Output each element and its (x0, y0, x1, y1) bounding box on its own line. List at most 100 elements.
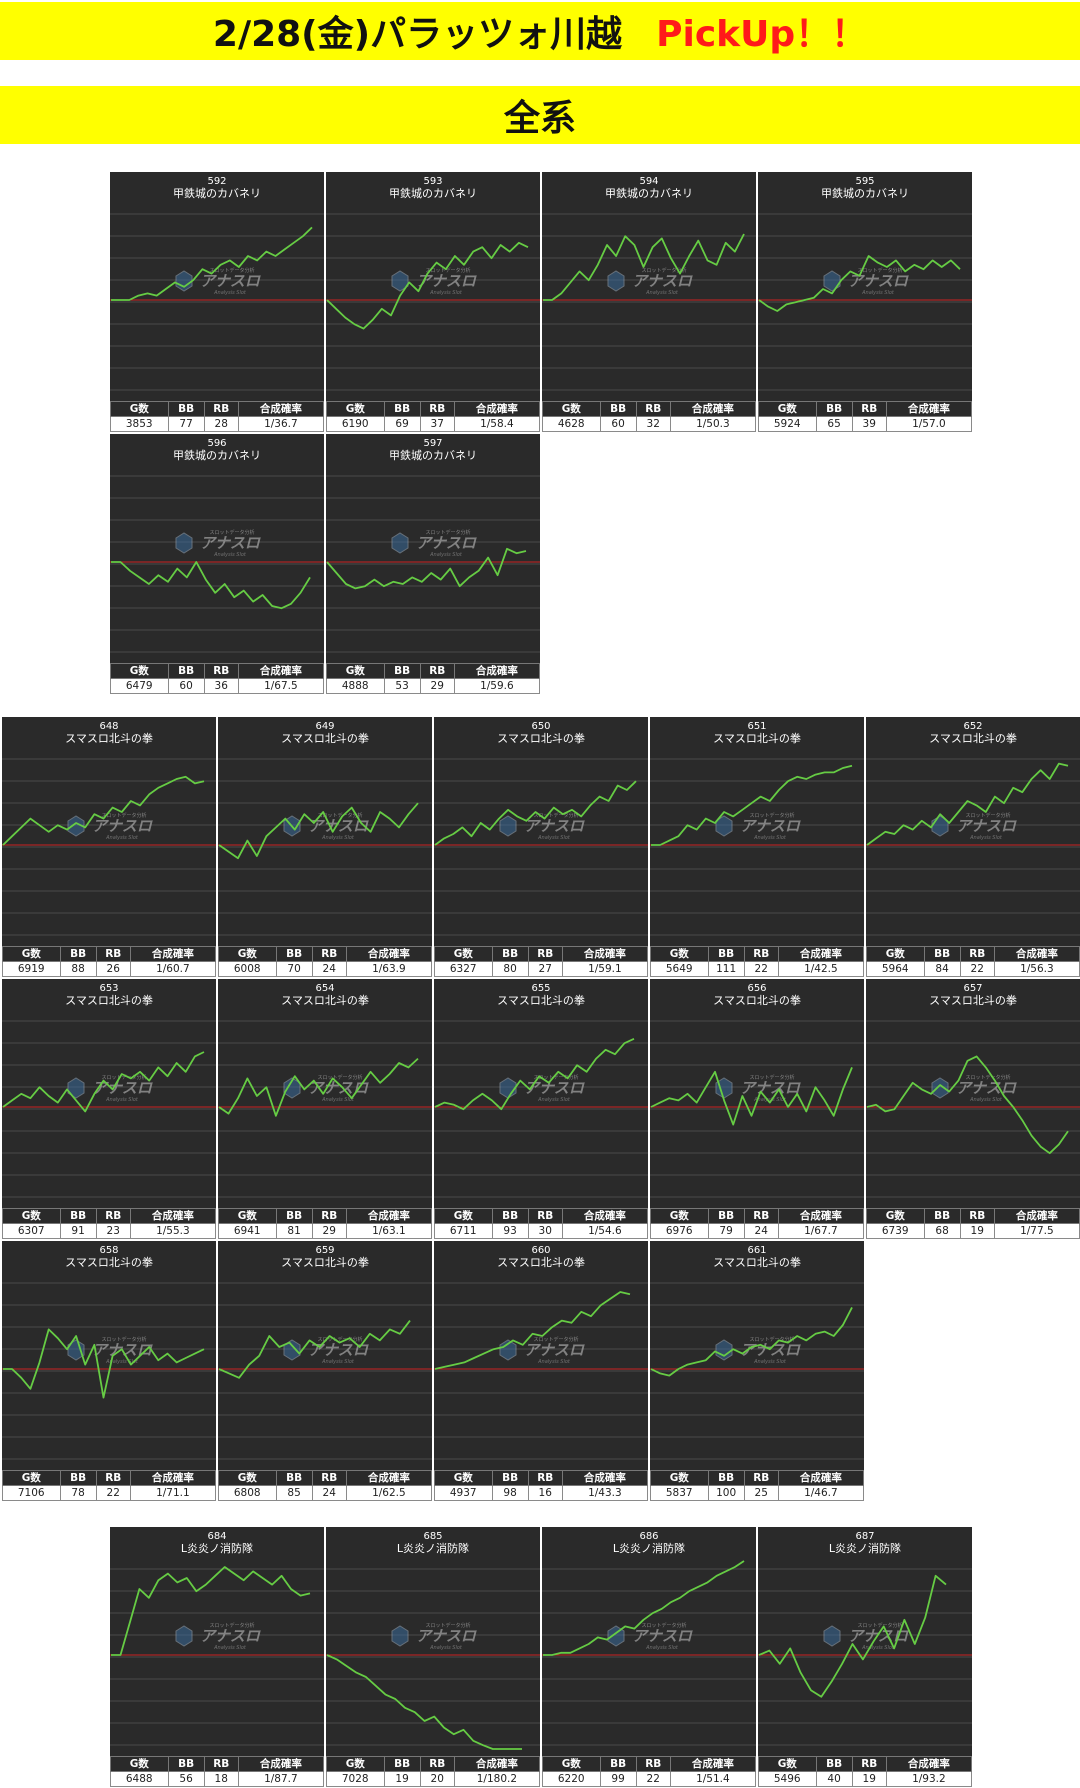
stats-value: 23 (95, 1223, 131, 1239)
stats-value: 5649 (650, 961, 709, 977)
machine-panel: 661 スマスロ北斗の拳 スロットデータ分析 アナスロ Analysis Slot G数 B… (650, 1241, 865, 1501)
series-line (218, 802, 419, 860)
stats-header: BB (383, 663, 421, 679)
chart-background (2, 717, 216, 946)
logo-text: アナスロ (308, 1341, 369, 1359)
stats-header: 合成確率 (885, 1756, 973, 1772)
stats-header: BB (491, 1470, 529, 1486)
stats-header: BB (491, 946, 529, 962)
stats-header: 合成確率 (669, 401, 757, 417)
stats-header: G数 (110, 1756, 169, 1772)
stats-table: G数 BB RB 合成確率 7028 19 20 1/180.2 (326, 1756, 541, 1787)
machine-panel: 654 スマスロ北斗の拳 スロットデータ分析 アナスロ Analysis Slot G数 B… (218, 979, 433, 1239)
logo-subtitle: Analysis Slot (105, 1097, 139, 1103)
machine-number: 594 (639, 176, 658, 187)
stats-header: BB (59, 946, 97, 962)
logo-subtitle: Analysis Slot (969, 1097, 1003, 1103)
stats-value: 3853 (110, 416, 169, 432)
logo-tagline: スロットデータ分析 (749, 1336, 794, 1343)
stats-header: G数 (542, 1756, 601, 1772)
machine-name: L炎炎ノ消防隊 (829, 1541, 901, 1555)
stats-value: 6976 (650, 1223, 709, 1239)
machine-panel: 595 甲鉄城のカバネリ スロットデータ分析 アナスロ Analysis Slot G数 B… (758, 172, 973, 432)
machine-name: スマスロ北斗の拳 (281, 993, 369, 1007)
machine-panel: 594 甲鉄城のカバネリ スロットデータ分析 アナスロ Analysis Slot G数 B… (542, 172, 757, 432)
hexagon-icon (175, 532, 193, 554)
series-line (434, 1037, 635, 1111)
stats-header: 合成確率 (561, 1470, 649, 1486)
chart-background (326, 434, 540, 663)
stats-header: G数 (866, 1208, 925, 1224)
machine-number: 686 (639, 1531, 658, 1542)
stats-header: G数 (758, 401, 817, 417)
hexagon-icon (67, 815, 85, 837)
logo-subtitle: Analysis Slot (861, 290, 895, 296)
logo-tagline: スロットデータ分析 (965, 1074, 1010, 1081)
machine-number: 652 (963, 721, 982, 732)
stats-value: 24 (311, 961, 347, 977)
stats-value: 4888 (326, 678, 385, 694)
stats-header: BB (707, 1470, 745, 1486)
stats-header: 合成確率 (993, 1208, 1080, 1224)
stats-header: RB (959, 1208, 995, 1224)
stats-header: RB (203, 401, 239, 417)
stats-value: 6479 (110, 678, 169, 694)
machine-name: スマスロ北斗の拳 (929, 993, 1017, 1007)
stats-value: 22 (743, 961, 779, 977)
stats-header: BB (275, 946, 313, 962)
stats-header: 合成確率 (453, 401, 541, 417)
stats-table: G数 BB RB 合成確率 6488 56 18 1/87.7 (110, 1756, 325, 1787)
series-line (650, 1067, 853, 1126)
stats-table: G数 BB RB 合成確率 6808 85 24 1/62.5 (218, 1470, 433, 1501)
machine-name: 甲鉄城のカバネリ (173, 448, 261, 462)
machine-panel: 652 スマスロ北斗の拳 スロットデータ分析 アナスロ Analysis Slot G数 B… (866, 717, 1080, 977)
series-line (111, 226, 313, 301)
hexagon-icon (391, 270, 409, 292)
stats-value: 5496 (758, 1771, 817, 1787)
machine-name: 甲鉄城のカバネリ (605, 186, 693, 200)
stats-value: 22 (95, 1485, 131, 1501)
stats-value: 30 (527, 1223, 563, 1239)
logo-subtitle: Analysis Slot (753, 1097, 787, 1103)
stats-value: 1/57.0 (885, 416, 973, 432)
machine-panel: 687 L炎炎ノ消防隊 スロットデータ分析 アナスロ Analysis Slot G数 BB… (758, 1527, 973, 1787)
stats-value: 1/67.7 (777, 1223, 865, 1239)
stats-value: 1/77.5 (993, 1223, 1080, 1239)
machine-number: 684 (207, 1531, 226, 1542)
machine-name: スマスロ北斗の拳 (929, 731, 1017, 745)
stats-table: G数 BB RB 合成確率 5837 100 25 1/46.7 (650, 1470, 865, 1501)
hexagon-icon (499, 1339, 517, 1361)
hexagon-icon (67, 1339, 85, 1361)
stats-header: RB (419, 663, 455, 679)
stats-value: 1/59.1 (561, 961, 649, 977)
hexagon-icon (391, 1625, 409, 1647)
series-line (2, 1051, 205, 1113)
stats-table: G数 BB RB 合成確率 6919 88 26 1/60.7 (2, 946, 217, 977)
stats-value: 1/180.2 (453, 1771, 541, 1787)
stats-header: G数 (326, 663, 385, 679)
stats-header: BB (815, 1756, 853, 1772)
logo-text: アナスロ (416, 272, 477, 290)
machine-panel: 649 スマスロ北斗の拳 スロットデータ分析 アナスロ Analysis Slot G数 B… (218, 717, 433, 977)
logo-text: アナスロ (848, 1627, 909, 1645)
stats-header: RB (743, 946, 779, 962)
machine-name: スマスロ北斗の拳 (281, 1255, 369, 1269)
stats-value: 100 (707, 1485, 745, 1501)
machine-panel: 660 スマスロ北斗の拳 スロットデータ分析 アナスロ Analysis Slot G数 B… (434, 1241, 649, 1501)
logo-tagline: スロットデータ分析 (641, 267, 686, 274)
logo-tagline: スロットデータ分析 (749, 812, 794, 819)
logo-tagline: スロットデータ分析 (209, 1622, 254, 1629)
hexagon-icon (499, 815, 517, 837)
stats-value: 69 (383, 416, 421, 432)
chart-background (542, 172, 756, 401)
logo-text: アナスロ (200, 534, 261, 552)
stats-value: 1/67.5 (237, 678, 325, 694)
